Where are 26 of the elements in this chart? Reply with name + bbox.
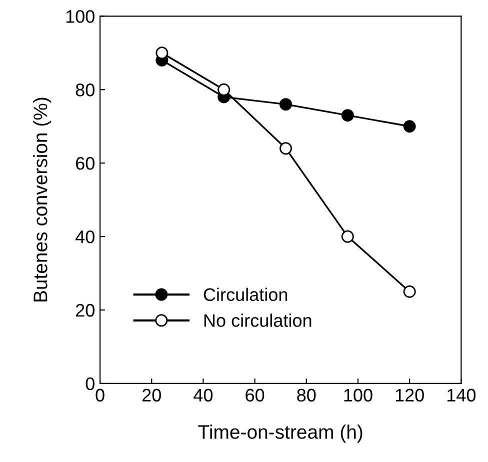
point [403,120,416,133]
point [218,83,230,96]
x-tick-label: 40 [194,388,213,402]
y-tick-label: 40 [76,230,94,244]
x-axis-title: Time-on-stream (h) [198,424,362,443]
point [280,98,292,111]
legend-label: No circulation [204,314,312,327]
y-tick-label: 20 [76,304,94,317]
x-tick-label: 0 [96,388,104,402]
y-axis-title: Butenes conversion (%) [33,98,52,302]
x-tick-label: 140 [447,388,476,402]
x-tick-label: 80 [297,388,316,402]
point [156,46,168,60]
point [341,230,354,243]
y-tick-label: 80 [76,84,94,96]
y-tick-label: 60 [76,157,94,170]
x-tick-label: 60 [246,388,264,402]
y-tick-label: 0 [86,377,94,390]
point [341,109,354,122]
legend-label: Circulation [204,288,288,302]
x-tick-label: 120 [396,388,424,402]
point [403,285,416,298]
x-tick-label: 20 [142,388,161,402]
point [280,142,292,155]
x-tick-label: 100 [344,388,372,402]
y-tick-label: 100 [66,10,94,23]
